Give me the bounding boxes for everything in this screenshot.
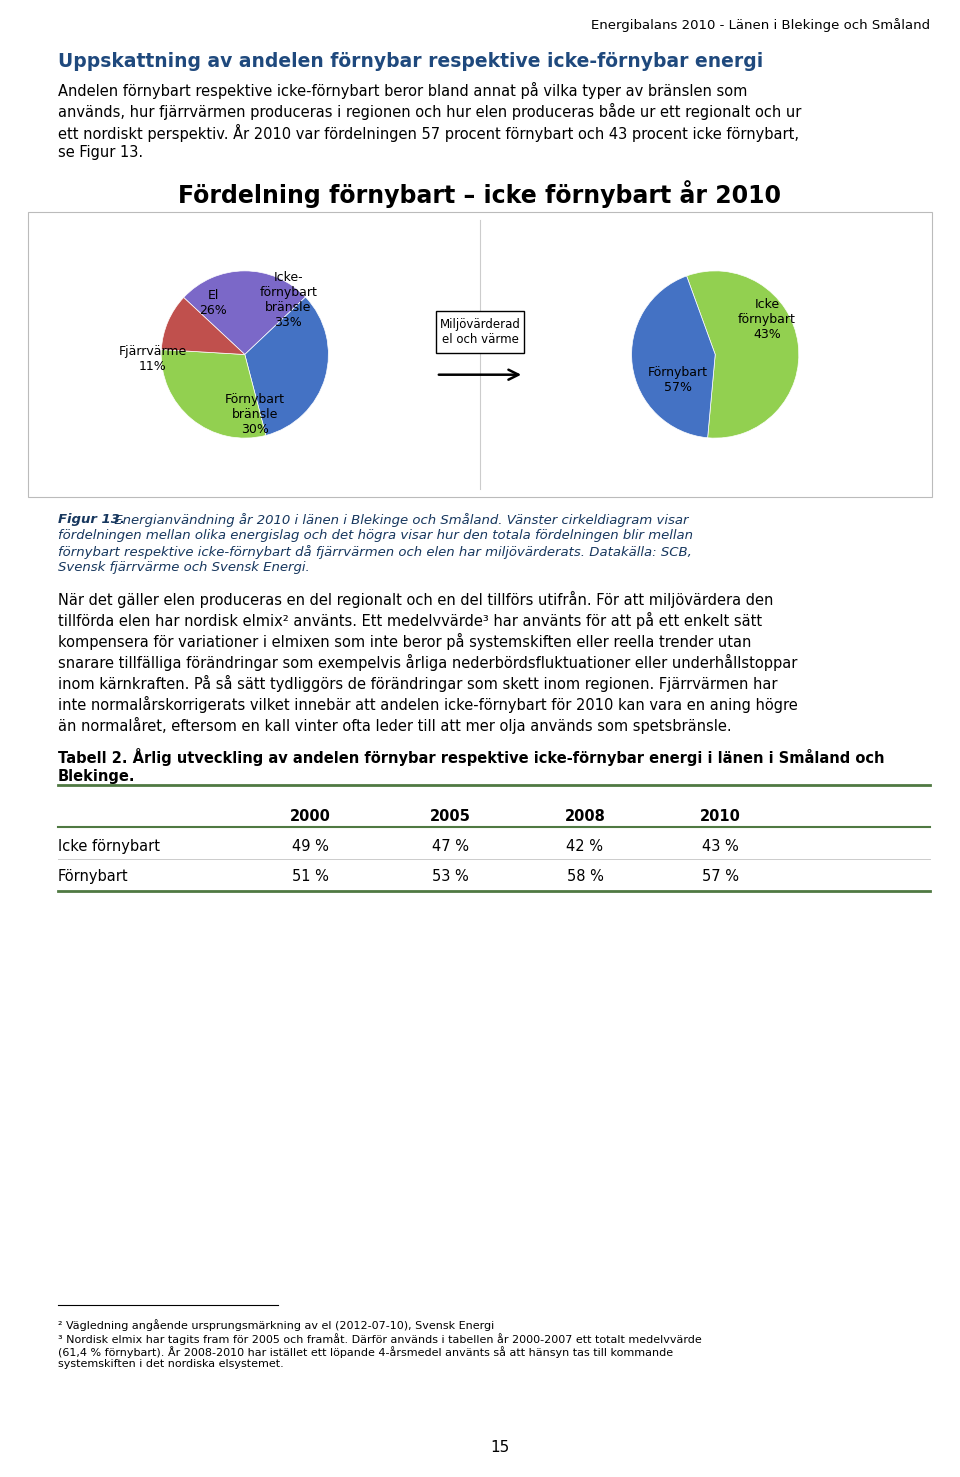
- Text: (61,4 % förnybart). År 2008-2010 har istället ett löpande 4-årsmedel använts så : (61,4 % förnybart). År 2008-2010 har ist…: [58, 1346, 673, 1357]
- Text: Förnybart
bränsle
30%: Förnybart bränsle 30%: [225, 393, 285, 436]
- Text: Icke
förnybart
43%: Icke förnybart 43%: [738, 298, 796, 341]
- Wedge shape: [632, 276, 715, 437]
- Text: Svensk fjärrvärme och Svensk Energi.: Svensk fjärrvärme och Svensk Energi.: [58, 561, 310, 575]
- Text: Förnybart: Förnybart: [58, 868, 129, 885]
- Text: 15: 15: [491, 1440, 510, 1455]
- Text: När det gäller elen produceras en del regionalt och en del tillförs utifrån. För: När det gäller elen produceras en del re…: [58, 591, 774, 609]
- Text: ett nordiskt perspektiv. År 2010 var fördelningen 57 procent förnybart och 43 pr: ett nordiskt perspektiv. År 2010 var för…: [58, 124, 799, 142]
- Text: 2008: 2008: [564, 809, 606, 824]
- Text: Miljövärderad
el och värme: Miljövärderad el och värme: [440, 318, 520, 346]
- Text: Fördelning förnybart – icke förnybart år 2010: Fördelning förnybart – icke förnybart år…: [179, 180, 781, 208]
- Bar: [28, 213, 932, 496]
- Text: 43 %: 43 %: [702, 839, 738, 854]
- Text: 49 %: 49 %: [292, 839, 328, 854]
- Text: 2010: 2010: [700, 809, 740, 824]
- Text: fördelningen mellan olika energislag och det högra visar hur den totala fördelni: fördelningen mellan olika energislag och…: [58, 529, 693, 542]
- Text: 47 %: 47 %: [431, 839, 468, 854]
- Text: snarare tillfälliga förändringar som exempelvis årliga nederbördsfluktuationer e: snarare tillfälliga förändringar som exe…: [58, 654, 798, 671]
- Text: Icke-
förnybart
bränsle
33%: Icke- förnybart bränsle 33%: [259, 272, 317, 329]
- Wedge shape: [686, 270, 799, 439]
- Text: används, hur fjärrvärmen produceras i regionen och hur elen produceras både ur e: används, hur fjärrvärmen produceras i re…: [58, 103, 802, 120]
- Text: 2000: 2000: [290, 809, 330, 824]
- Text: 53 %: 53 %: [432, 868, 468, 885]
- Text: Figur 13.: Figur 13.: [58, 513, 125, 526]
- Text: Blekinge.: Blekinge.: [58, 770, 135, 784]
- Text: ³ Nordisk elmix har tagits fram för 2005 och framåt. Därför används i tabellen å: ³ Nordisk elmix har tagits fram för 2005…: [58, 1334, 702, 1346]
- Text: tillförda elen har nordisk elmix² använts. Ett medelvvärde³ har använts för att : tillförda elen har nordisk elmix² använt…: [58, 611, 762, 629]
- Text: 2005: 2005: [429, 809, 470, 824]
- Text: ² Vägledning angående ursprungsmärkning av el (2012-07-10), Svensk Energi: ² Vägledning angående ursprungsmärkning …: [58, 1319, 494, 1331]
- Text: 58 %: 58 %: [566, 868, 604, 885]
- Wedge shape: [161, 297, 245, 354]
- Text: Icke förnybart: Icke förnybart: [58, 839, 160, 854]
- Wedge shape: [245, 297, 328, 436]
- Text: förnybart respektive icke-förnybart då fjärrvärmen och elen har miljövärderats. : förnybart respektive icke-förnybart då f…: [58, 545, 692, 558]
- Text: inom kärnkraften. På så sätt tydliggörs de förändringar som skett inom regionen.: inom kärnkraften. På så sätt tydliggörs …: [58, 675, 778, 693]
- Text: Tabell 2. Årlig utveckling av andelen förnybar respektive icke-förnybar energi i: Tabell 2. Årlig utveckling av andelen fö…: [58, 747, 884, 767]
- Text: kompensera för variationer i elmixen som inte beror på systemskiften eller reell: kompensera för variationer i elmixen som…: [58, 634, 752, 650]
- Text: Energibalans 2010 - Länen i Blekinge och Småland: Energibalans 2010 - Länen i Blekinge och…: [590, 18, 930, 32]
- Text: Energianvändning år 2010 i länen i Blekinge och Småland. Vänster cirkeldiagram v: Energianvändning år 2010 i länen i Bleki…: [110, 513, 688, 527]
- Bar: [436, 310, 524, 353]
- Wedge shape: [183, 270, 305, 354]
- Text: systemskiften i det nordiska elsystemet.: systemskiften i det nordiska elsystemet.: [58, 1359, 284, 1369]
- Text: Förnybart
57%: Förnybart 57%: [648, 366, 708, 393]
- Text: än normalåret, eftersom en kall vinter ofta leder till att mer olja används som : än normalåret, eftersom en kall vinter o…: [58, 716, 732, 734]
- Text: Andelen förnybart respektive icke-förnybart beror bland annat på vilka typer av : Andelen förnybart respektive icke-förnyb…: [58, 83, 748, 99]
- Text: Uppskattning av andelen förnybar respektive icke-förnybar energi: Uppskattning av andelen förnybar respekt…: [58, 52, 763, 71]
- Text: se Figur 13.: se Figur 13.: [58, 145, 143, 160]
- Text: El
26%: El 26%: [199, 288, 227, 316]
- Text: 42 %: 42 %: [566, 839, 604, 854]
- Text: 51 %: 51 %: [292, 868, 328, 885]
- Text: 57 %: 57 %: [702, 868, 738, 885]
- Wedge shape: [161, 350, 266, 439]
- Text: inte normalårskorrigerats vilket innebär att andelen icke-förnybart för 2010 kan: inte normalårskorrigerats vilket innebär…: [58, 696, 798, 713]
- Text: Fjärrvärme
11%: Fjärrvärme 11%: [119, 344, 187, 372]
